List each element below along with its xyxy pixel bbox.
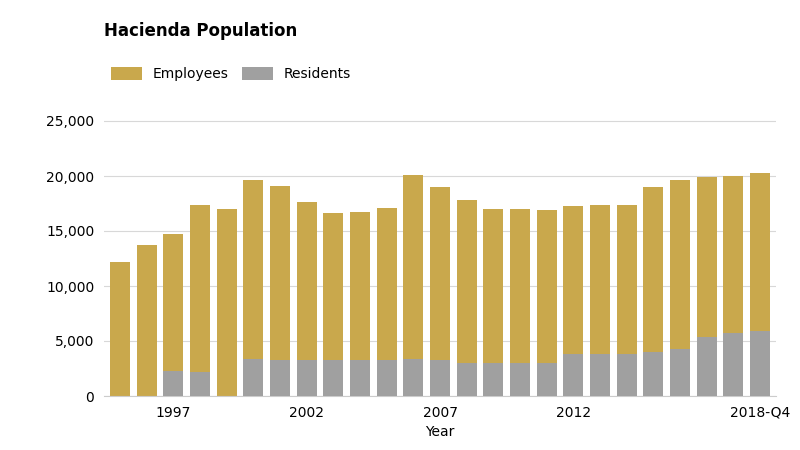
- Bar: [430, 360, 450, 396]
- Bar: [190, 372, 210, 396]
- X-axis label: Year: Year: [426, 425, 454, 439]
- Bar: [617, 354, 637, 396]
- Bar: [270, 186, 290, 396]
- Bar: [403, 175, 423, 396]
- Bar: [723, 333, 743, 396]
- Bar: [697, 337, 717, 396]
- Bar: [243, 359, 263, 396]
- Bar: [510, 209, 530, 396]
- Bar: [137, 245, 157, 396]
- Bar: [323, 213, 343, 396]
- Bar: [350, 360, 370, 396]
- Bar: [510, 363, 530, 396]
- Bar: [590, 205, 610, 396]
- Bar: [537, 210, 557, 396]
- Legend: Employees, Residents: Employees, Residents: [111, 68, 351, 81]
- Bar: [670, 349, 690, 396]
- Bar: [323, 360, 343, 396]
- Bar: [563, 206, 583, 396]
- Bar: [403, 359, 423, 396]
- Bar: [643, 352, 663, 396]
- Bar: [350, 212, 370, 396]
- Bar: [377, 360, 397, 396]
- Bar: [163, 371, 183, 396]
- Bar: [723, 176, 743, 396]
- Bar: [750, 173, 770, 396]
- Bar: [297, 202, 317, 396]
- Bar: [377, 208, 397, 396]
- Bar: [697, 177, 717, 396]
- Bar: [750, 331, 770, 396]
- Bar: [563, 354, 583, 396]
- Bar: [483, 363, 503, 396]
- Bar: [217, 209, 237, 396]
- Bar: [643, 187, 663, 396]
- Bar: [483, 209, 503, 396]
- Bar: [457, 200, 477, 396]
- Bar: [457, 363, 477, 396]
- Bar: [270, 360, 290, 396]
- Bar: [617, 205, 637, 396]
- Bar: [537, 363, 557, 396]
- Text: Hacienda Population: Hacienda Population: [104, 22, 298, 40]
- Bar: [430, 187, 450, 396]
- Bar: [190, 205, 210, 396]
- Bar: [590, 354, 610, 396]
- Bar: [243, 180, 263, 396]
- Bar: [670, 180, 690, 396]
- Bar: [297, 360, 317, 396]
- Bar: [163, 234, 183, 396]
- Bar: [110, 262, 130, 396]
